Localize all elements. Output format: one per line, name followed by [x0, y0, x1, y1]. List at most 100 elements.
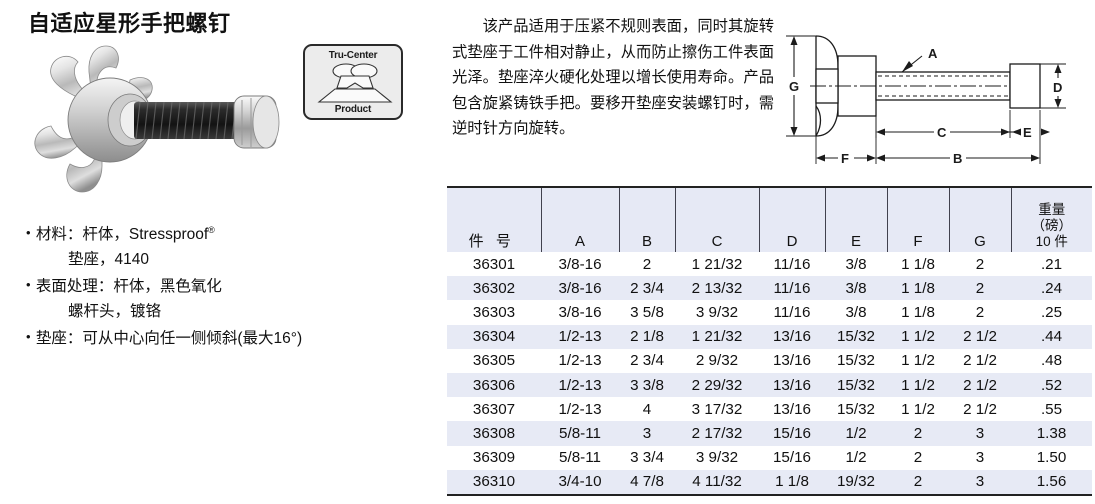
cell-b: 3 3/4 — [630, 449, 664, 467]
page-title: 自适应星形手把螺钉 — [28, 11, 231, 36]
cell-e: 3/8 — [845, 303, 867, 321]
cell-a: 1/2-13 — [558, 400, 602, 418]
cell-a: 3/8-16 — [558, 255, 602, 273]
col-header-c: C — [675, 186, 760, 252]
cell-e: 15/32 — [836, 400, 875, 418]
cell-g: 2 1/2 — [963, 400, 997, 418]
cell-e: 3/8 — [825, 276, 887, 301]
table-row: 36305 1/2-13 2 3/4 2 9/32 13/16 15/32 1 1/2 2 1… — [447, 349, 1092, 373]
table-row: 36303 3/8-16 3 5/8 3 9/32 11/16 3/8 1 1/8 2 .25 — [447, 300, 1092, 324]
cell-b: 3 5/8 — [630, 303, 664, 321]
product-photo — [18, 40, 303, 200]
spec-label-material: 材料： — [35, 226, 83, 244]
cell-f: 1 1/8 — [887, 276, 949, 301]
spec-label-pad-tilt: 垫座： — [35, 330, 83, 348]
cell-d: 13/16 — [772, 352, 811, 370]
cell-c: 3 9/32 — [695, 449, 739, 467]
cell-a: 1/2-13 — [541, 372, 619, 398]
cell-e: 15/32 — [836, 352, 875, 370]
cell-d: 13/16 — [759, 372, 825, 398]
cell-part-number: 36305 — [472, 352, 516, 370]
cell-part-number: 36309 — [472, 449, 516, 467]
weight-header-line1: 重量 — [1038, 202, 1066, 217]
cell-part-number: 36308 — [447, 421, 541, 446]
spec-value-finish-head: 螺杆头，镀铬 — [68, 303, 162, 321]
cell-a: 5/8-11 — [541, 421, 619, 446]
dim-label-a: A — [928, 46, 938, 61]
product-photo-svg — [34, 45, 280, 193]
cell-d: 13/16 — [772, 400, 811, 418]
badge-title: Tru-Center — [328, 50, 378, 61]
weight-header-line2: （磅） — [1031, 218, 1073, 233]
technical-drawing-svg: A G D C E — [786, 35, 1066, 166]
col-header-weight: 重量 （磅） 10 件 — [1011, 186, 1092, 252]
cell-weight: .52 — [1011, 372, 1092, 398]
col-header-g: G — [949, 186, 1012, 252]
cell-f: 2 — [913, 449, 923, 467]
badge-subtitle: Product — [334, 104, 372, 115]
spec-line-material-pad: 垫座，4140 — [26, 247, 426, 272]
col-header-f: F — [887, 186, 950, 252]
table-body: 36301 3/8-16 2 1 21/32 11/16 3/8 1 1/8 2.21 3630… — [447, 252, 1092, 496]
cell-weight: .55 — [1040, 400, 1063, 418]
cell-weight: .21 — [1040, 255, 1063, 273]
col-header-d: D — [759, 186, 826, 252]
cell-d: 15/16 — [759, 421, 825, 446]
cell-c: 1 21/32 — [675, 324, 759, 349]
cell-g: 2 1/2 — [949, 324, 1011, 349]
cell-part-number: 36306 — [447, 372, 541, 398]
dim-label-b: B — [953, 151, 962, 166]
spec-value-material: 杆体，Stressproof — [82, 226, 209, 244]
cell-weight: .44 — [1011, 324, 1092, 349]
cell-b: 2 — [642, 255, 652, 273]
cell-d: 11/16 — [773, 255, 811, 273]
cell-d: 15/16 — [772, 449, 811, 467]
cell-a: 1/2-13 — [558, 352, 602, 370]
swivel-pad — [233, 95, 280, 149]
dim-label-e: E — [1023, 125, 1032, 140]
spec-line-finish-head: 螺杆头，镀铬 — [26, 299, 426, 324]
spec-line-finish: 表面处理：杆体，黑色氧化 — [26, 272, 426, 299]
cell-weight: 1.56 — [1011, 469, 1092, 496]
cell-d: 1 1/8 — [759, 469, 825, 496]
cell-e: 15/32 — [825, 372, 887, 398]
cell-c: 4 11/32 — [675, 469, 759, 496]
cell-a: 5/8-11 — [559, 449, 601, 467]
cell-weight: 1.38 — [1011, 421, 1092, 446]
cell-g: 3 — [949, 469, 1011, 496]
table-row: 36304 1/2-13 2 1/8 1 21/32 13/16 15/32 1 1/2 2 … — [447, 324, 1092, 349]
tru-center-badge: Tru-Center Product — [303, 44, 403, 120]
cell-b: 2 3/4 — [619, 276, 675, 301]
cell-weight: .24 — [1011, 276, 1092, 301]
threaded-shaft — [134, 101, 238, 140]
spec-bullet-list: 材料：杆体，Stressproof® 垫座，4140 表面处理：杆体，黑色氧化 … — [26, 218, 426, 351]
table-row: 36301 3/8-16 2 1 21/32 11/16 3/8 1 1/8 2 .21 — [447, 252, 1092, 276]
cell-g: 2 — [975, 303, 985, 321]
cell-a: 1/2-13 — [541, 324, 619, 349]
table-row: 36308 5/8-11 3 2 17/32 15/16 1/2 2 3 1.38 — [447, 421, 1092, 446]
col-header-b: B — [619, 186, 676, 252]
dim-label-g: G — [789, 79, 799, 94]
cell-weight: .25 — [1040, 303, 1063, 321]
cell-g: 2 — [949, 276, 1011, 301]
cell-c: 3 9/32 — [695, 303, 739, 321]
cell-f: 2 — [887, 421, 949, 446]
cell-a: 3/4-10 — [541, 469, 619, 496]
cell-c: 2 13/32 — [675, 276, 759, 301]
col-header-part-number: 件 号 — [447, 186, 542, 252]
spec-value-pad-tilt: 可从中心向任一侧倾斜(最大16°) — [82, 330, 303, 348]
table-row: 36310 3/4-10 4 7/8 4 11/32 1 1/8 19/32 2 3 1.56 — [447, 469, 1092, 496]
table-header-row: 件 号 A B C D E F G 重量 （磅） 10 件 — [447, 186, 1092, 252]
registered-mark-icon: ® — [208, 225, 215, 235]
cell-d: 13/16 — [759, 324, 825, 349]
table-row: 36302 3/8-16 2 3/4 2 13/32 11/16 3/8 1 1/8 2.24 — [447, 276, 1092, 301]
spec-line-pad-tilt: 垫座：可从中心向任一侧倾斜(最大16°) — [26, 324, 426, 351]
cell-part-number: 36310 — [447, 469, 541, 496]
specification-table: 件 号 A B C D E F G 重量 （磅） 10 件 36301 3/8-1… — [447, 186, 1092, 496]
cell-f: 1 1/2 — [887, 324, 949, 349]
cell-b: 2 3/4 — [630, 352, 664, 370]
cell-f: 1 1/2 — [901, 400, 935, 418]
cell-d: 11/16 — [773, 303, 811, 321]
cell-a: 3/8-16 — [558, 303, 602, 321]
cell-c: 1 21/32 — [691, 255, 743, 273]
